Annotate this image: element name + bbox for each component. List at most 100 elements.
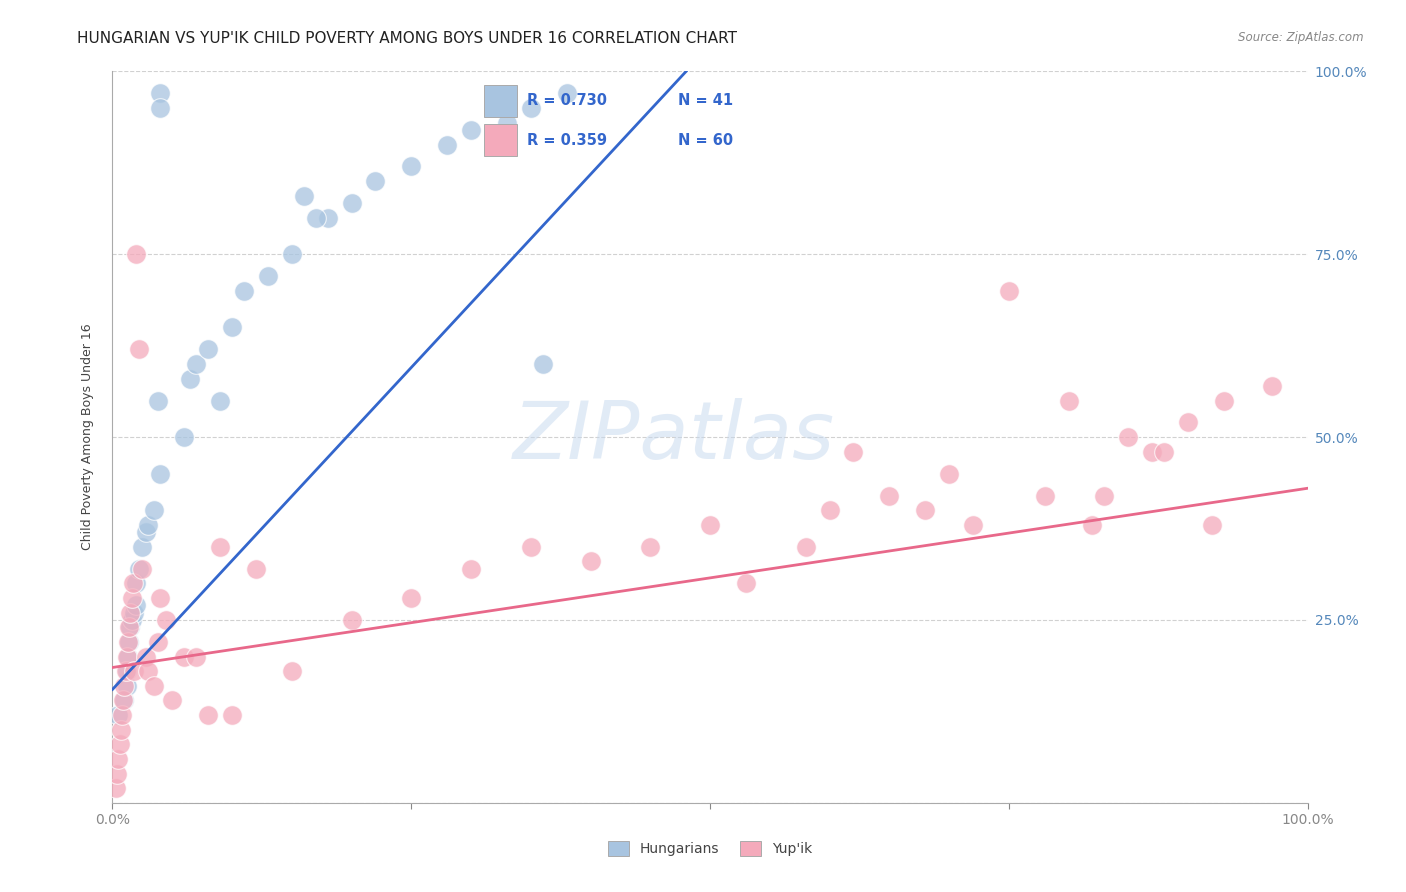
Point — [115, 679, 138, 693]
Point — [305, 211, 328, 225]
Point — [1201, 517, 1223, 532]
Point — [112, 693, 135, 707]
Point — [110, 723, 132, 737]
Point — [879, 489, 901, 503]
Point — [155, 613, 177, 627]
Point — [197, 343, 219, 357]
Point — [105, 766, 128, 780]
Point — [118, 620, 141, 634]
Point — [436, 137, 458, 152]
Point — [173, 649, 195, 664]
Point — [735, 576, 758, 591]
Point — [179, 371, 201, 385]
Point — [1153, 444, 1175, 458]
Point — [818, 503, 841, 517]
Point — [938, 467, 960, 481]
Point — [1094, 489, 1116, 503]
Point — [186, 357, 208, 371]
Point — [131, 562, 153, 576]
Point — [1057, 393, 1080, 408]
Point — [115, 649, 138, 664]
Point — [122, 606, 145, 620]
Y-axis label: Child Poverty Among Boys Under 16: Child Poverty Among Boys Under 16 — [80, 324, 94, 550]
Point — [520, 101, 543, 115]
Point — [186, 649, 208, 664]
Point — [162, 693, 183, 707]
Point — [105, 781, 128, 796]
Point — [117, 635, 139, 649]
Point — [120, 620, 142, 634]
Point — [149, 467, 172, 481]
Point — [221, 708, 243, 723]
Point — [221, 320, 243, 334]
Point — [520, 540, 543, 554]
Point — [401, 591, 423, 605]
Point — [108, 737, 131, 751]
Point — [1081, 517, 1104, 532]
Point — [281, 247, 304, 261]
Point — [1033, 489, 1056, 503]
Point — [111, 708, 134, 723]
Point — [340, 196, 363, 211]
Point — [962, 517, 984, 532]
Point — [794, 540, 817, 554]
Point — [579, 554, 602, 568]
Point — [316, 211, 339, 225]
Point — [143, 679, 166, 693]
Point — [125, 247, 148, 261]
Point — [1261, 379, 1284, 393]
Point — [640, 540, 662, 554]
Point — [125, 576, 148, 591]
Text: HUNGARIAN VS YUP'IK CHILD POVERTY AMONG BOYS UNDER 16 CORRELATION CHART: HUNGARIAN VS YUP'IK CHILD POVERTY AMONG … — [77, 31, 737, 46]
Point — [531, 357, 554, 371]
Point — [555, 87, 578, 101]
Point — [120, 606, 142, 620]
Point — [1213, 393, 1236, 408]
Point — [114, 664, 136, 678]
Point — [364, 174, 387, 188]
Point — [209, 393, 232, 408]
Text: ZIPatlas: ZIPatlas — [513, 398, 835, 476]
Point — [107, 708, 129, 723]
Point — [842, 444, 865, 458]
Point — [122, 664, 145, 678]
Point — [209, 540, 232, 554]
Point — [114, 679, 135, 693]
Point — [135, 649, 157, 664]
Point — [245, 562, 267, 576]
Point — [131, 540, 153, 554]
Point — [699, 517, 721, 532]
Point — [121, 613, 143, 627]
Point — [233, 284, 256, 298]
Point — [117, 649, 139, 664]
Point — [149, 101, 172, 115]
Text: Source: ZipAtlas.com: Source: ZipAtlas.com — [1239, 31, 1364, 45]
Point — [143, 503, 166, 517]
Point — [121, 591, 143, 605]
Point — [257, 269, 280, 284]
Point — [496, 115, 519, 129]
Point — [121, 576, 143, 591]
Point — [914, 503, 936, 517]
Point — [173, 430, 195, 444]
Point — [125, 599, 148, 613]
Point — [146, 393, 169, 408]
Point — [292, 188, 315, 202]
Point — [1118, 430, 1140, 444]
Point — [197, 708, 219, 723]
Point — [138, 517, 160, 532]
Point — [107, 752, 129, 766]
Point — [460, 123, 482, 137]
Point — [1142, 444, 1164, 458]
Point — [340, 613, 363, 627]
Point — [128, 343, 150, 357]
Point — [128, 562, 150, 576]
Point — [118, 635, 141, 649]
Point — [149, 87, 172, 101]
Point — [146, 635, 169, 649]
Point — [998, 284, 1021, 298]
Point — [1177, 416, 1199, 430]
Point — [281, 664, 304, 678]
Point — [135, 525, 157, 540]
Legend: Hungarians, Yup'ik: Hungarians, Yup'ik — [602, 836, 818, 862]
